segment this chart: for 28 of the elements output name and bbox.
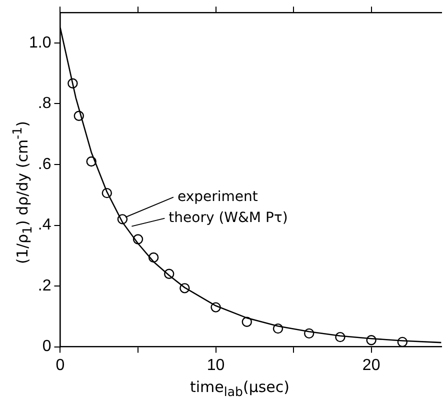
y-tick-label: .8	[38, 95, 52, 112]
point	[132, 234, 144, 244]
point	[148, 252, 159, 263]
point	[117, 214, 128, 224]
point	[242, 316, 252, 327]
x-tick-label: 10	[206, 356, 225, 374]
x-axis-title: time$_{lab}$(µsec)	[190, 378, 290, 399]
annotation: experiment	[177, 188, 258, 205]
point	[397, 336, 408, 347]
point	[366, 335, 376, 346]
x-tick-label: 0	[56, 356, 65, 374]
y-tick-label: 1.0	[28, 34, 52, 52]
y-tick-label: .2	[38, 277, 52, 294]
point	[86, 156, 96, 167]
point	[210, 302, 221, 312]
point	[74, 110, 84, 121]
y-tick-label: .4	[38, 216, 52, 234]
point	[335, 332, 346, 342]
point	[304, 328, 314, 339]
y-tick-label: 0	[42, 338, 52, 356]
point	[180, 283, 190, 294]
annotation: theory (W&M Pτ)	[168, 210, 288, 226]
point	[164, 268, 174, 279]
point	[68, 78, 78, 88]
y-tick-label: .6	[38, 156, 52, 173]
point	[102, 188, 112, 198]
x-tick-label: 20	[362, 356, 380, 374]
point	[272, 323, 284, 334]
